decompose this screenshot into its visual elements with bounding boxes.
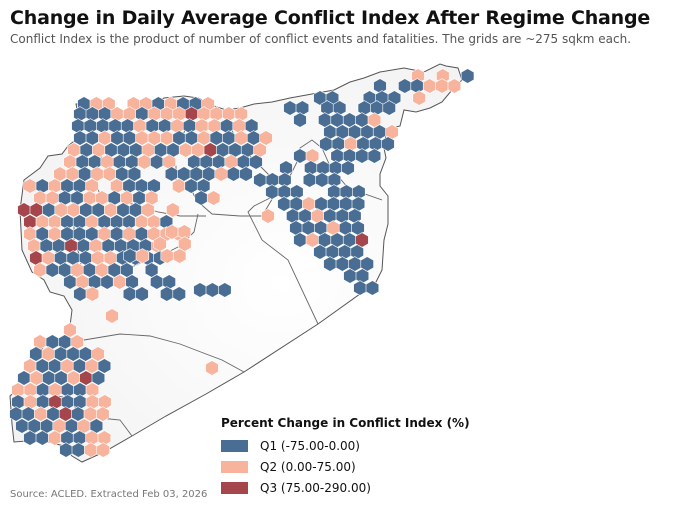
legend-label-q1: Q1 (-75.00-0.00): [260, 438, 360, 453]
hex-cell: [365, 280, 380, 296]
hex-cell: [249, 154, 263, 170]
hex-cell: [341, 160, 355, 176]
hex-cell: [96, 406, 110, 422]
hex-cell: [460, 68, 475, 84]
legend-item-q1: Q1 (-75.00-0.00): [221, 435, 470, 456]
hex-cell: [447, 78, 462, 94]
hex-cell: [135, 286, 149, 302]
hex-cell: [239, 166, 253, 182]
hex-cell: [412, 90, 426, 106]
hex-cell: [367, 148, 382, 164]
hex-cell: [166, 202, 180, 218]
legend-label-q2: Q2 (0.00-75.00): [260, 459, 356, 474]
hex-cell: [153, 236, 167, 252]
hex-cell: [141, 202, 155, 218]
hex-cell: [218, 282, 232, 298]
legend-title: Percent Change in Conflict Index (%): [221, 416, 470, 430]
hex-cell: [91, 370, 106, 386]
legend-item-q2: Q2 (0.00-75.00): [221, 456, 470, 477]
hex-cell: [85, 286, 100, 302]
hex-cell: [96, 442, 110, 458]
legend-item-q3: Q3 (75.00-290.00): [221, 477, 470, 498]
legend-swatch-q3: [221, 481, 248, 494]
legend-swatch-q2: [221, 460, 248, 473]
hex-cell: [97, 358, 112, 374]
map-subtitle: Conflict Index is the product of number …: [10, 32, 632, 46]
legend-label-q3: Q3 (75.00-290.00): [260, 480, 371, 495]
legend: Percent Change in Conflict Index (%) Q1 …: [221, 416, 470, 498]
hex-cell: [382, 100, 396, 116]
hex-cell: [381, 136, 395, 152]
hex-grid: [9, 68, 475, 458]
hex-cell: [293, 112, 307, 128]
hex-cell: [135, 248, 150, 264]
map-title: Change in Daily Average Conflict Index A…: [10, 7, 651, 29]
hex-cell: [205, 360, 219, 376]
hex-cell: [206, 190, 221, 206]
hex-cell: [261, 208, 275, 224]
hex-cell: [105, 308, 119, 324]
hex-cell: [91, 346, 105, 362]
legend-swatch-q1: [221, 439, 248, 452]
hex-cell: [259, 130, 273, 146]
hex-cell: [172, 248, 187, 264]
source-note: Source: ACLED. Extracted Feb 03, 2026: [10, 489, 208, 500]
hex-cell: [172, 286, 186, 302]
